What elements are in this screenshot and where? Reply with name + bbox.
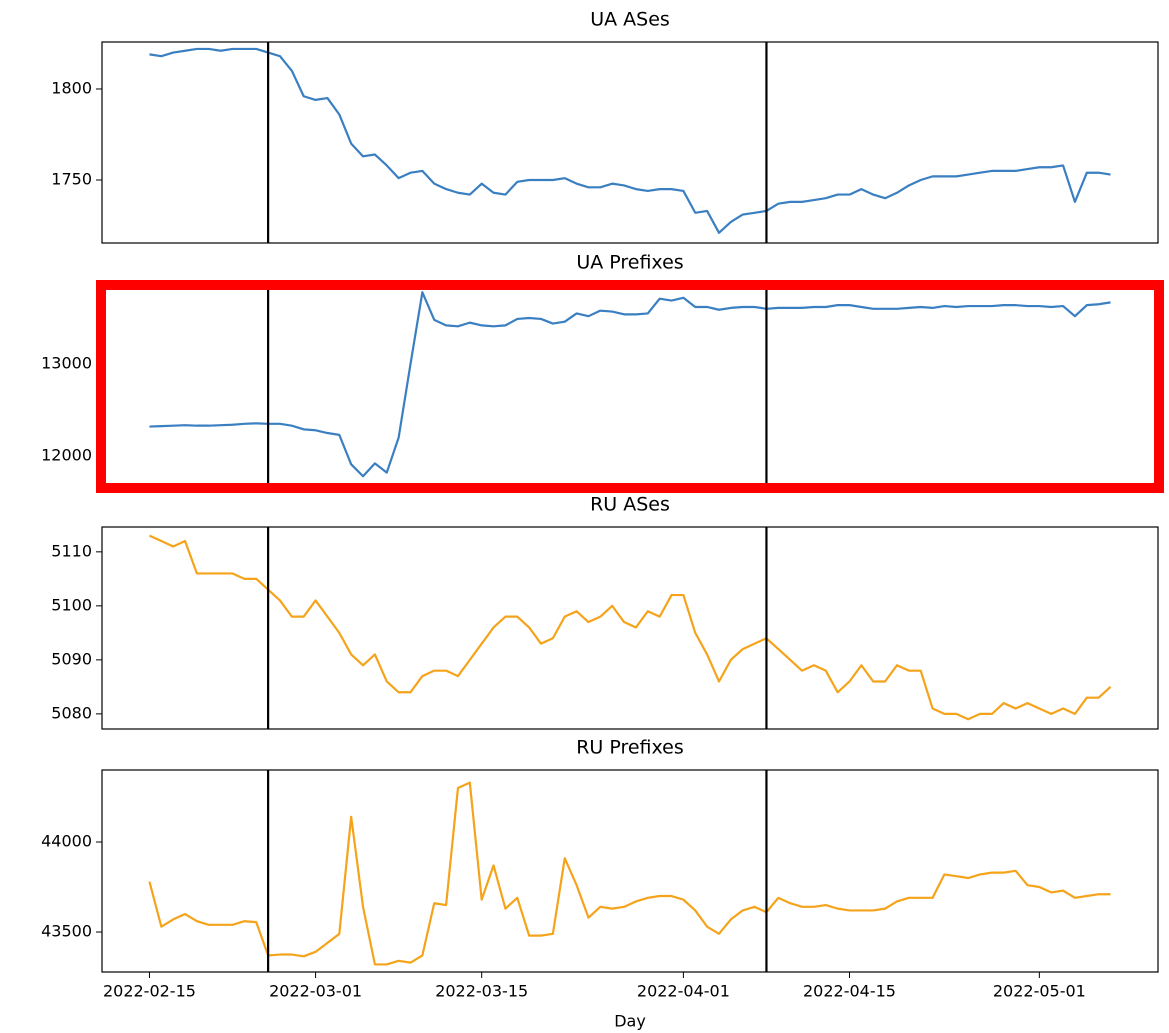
x-axis-label: Day: [614, 1012, 646, 1031]
y-tick-label: 44000: [41, 832, 92, 851]
y-tick-label: 43500: [41, 922, 92, 941]
y-tick-label: 1750: [51, 170, 92, 189]
plot-frame: [101, 769, 1159, 973]
x-tick-label: 2022-03-01: [269, 982, 362, 1001]
data-line: [148, 781, 1111, 966]
y-tick-label: 13000: [41, 354, 92, 373]
x-tick-label: 2022-04-15: [803, 982, 896, 1001]
data-line: [149, 47, 1111, 234]
y-tick-label: 5080: [51, 703, 92, 722]
y-tick-label: 5100: [51, 595, 92, 614]
subplot-title: UA ASes: [590, 9, 670, 31]
x-tick-label: 2022-04-01: [637, 982, 730, 1001]
y-tick-label: 1800: [51, 78, 92, 97]
plot-frame: [101, 41, 1159, 244]
y-tick-label: 5090: [51, 649, 92, 668]
subplot-title: RU Prefixes: [576, 737, 684, 759]
plot-frame: [101, 526, 1159, 730]
data-line: [149, 291, 1111, 478]
subplot-title: RU ASes: [590, 494, 670, 516]
y-tick-label: 5110: [51, 541, 92, 560]
x-tick-label: 2022-02-15: [103, 982, 196, 1001]
x-tick-label: 2022-05-01: [993, 982, 1086, 1001]
subplot-title: UA Prefixes: [576, 252, 683, 274]
y-tick-label: 12000: [41, 446, 92, 465]
data-line: [149, 534, 1112, 721]
highlight-box: [96, 280, 1164, 493]
x-tick-label: 2022-03-15: [435, 982, 528, 1001]
